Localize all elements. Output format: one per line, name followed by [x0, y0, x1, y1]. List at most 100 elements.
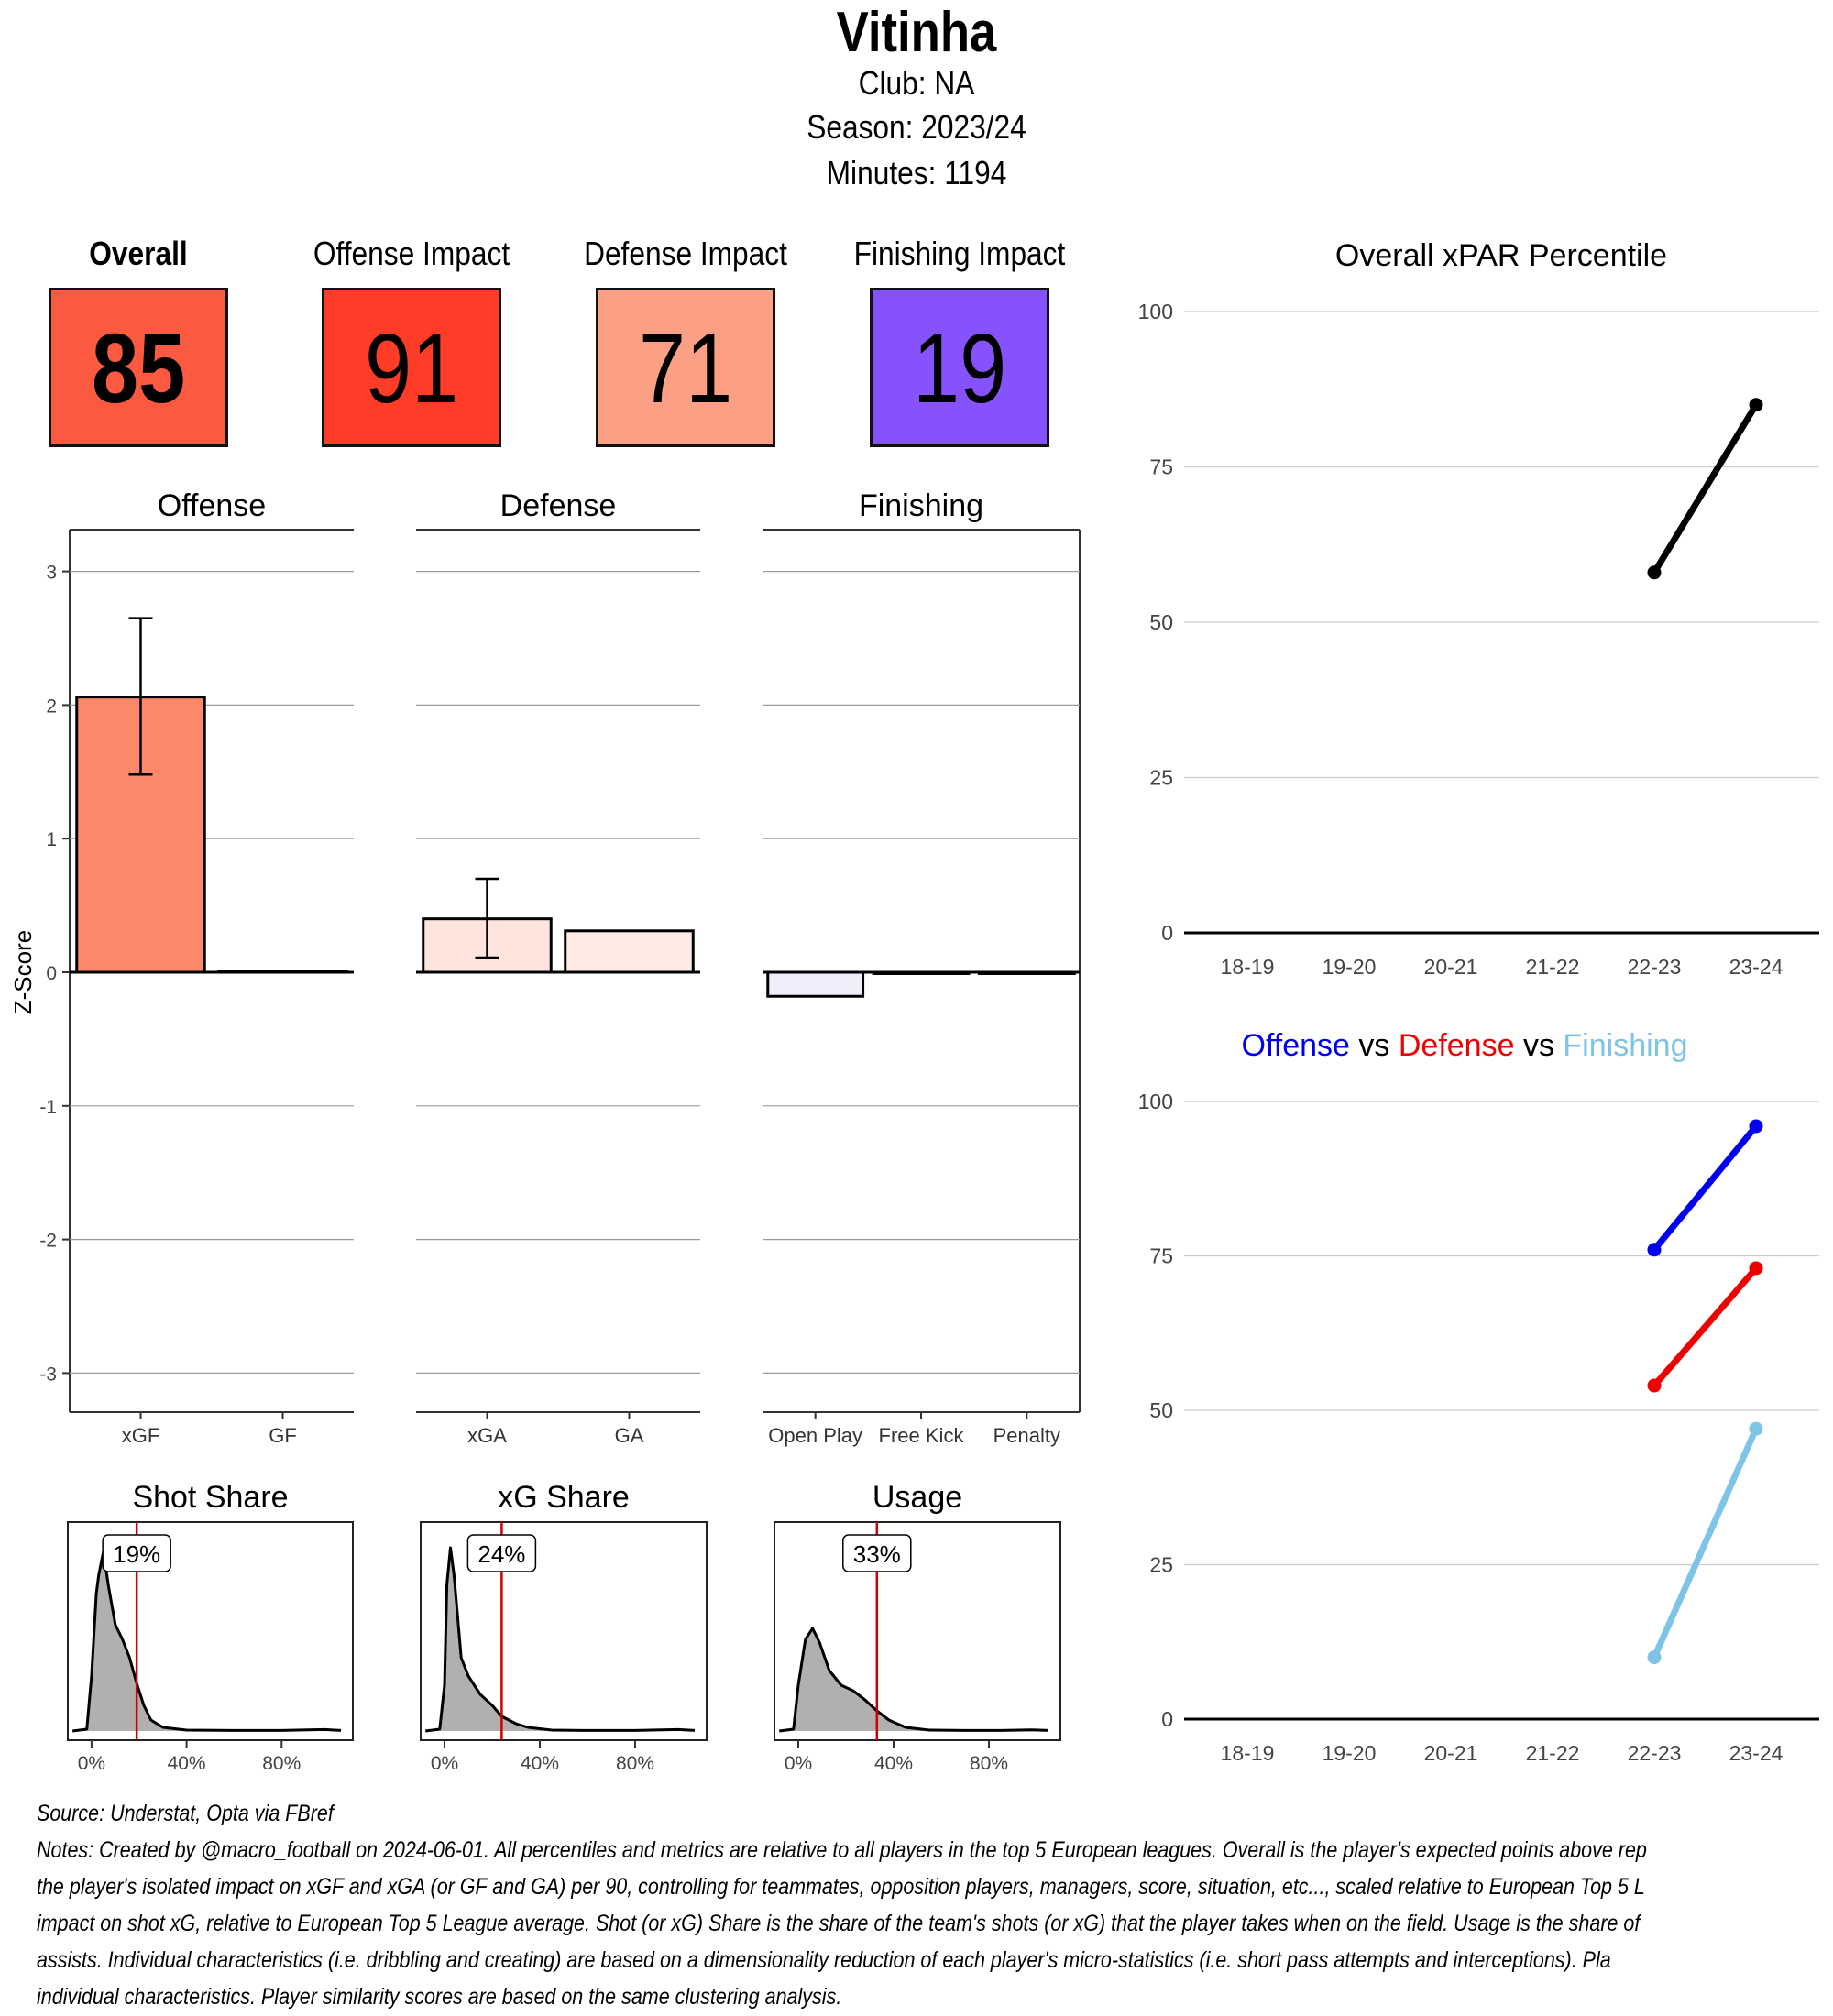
x-tick-label: 19-20: [1323, 1741, 1377, 1765]
score-card: 71: [596, 288, 775, 447]
card-value: 91: [364, 312, 459, 423]
x-tick-label: 21-22: [1526, 955, 1580, 979]
x-tick-label: GA: [615, 1424, 644, 1447]
x-tick-label: 23-24: [1729, 1741, 1784, 1765]
x-tick-label: 23-24: [1729, 955, 1784, 979]
x-tick-label: 40%: [521, 1753, 559, 1774]
series-line-offense: [1651, 1123, 1760, 1254]
y-tick-label: 100: [1138, 300, 1173, 323]
score-card: 85: [49, 288, 228, 447]
density-title: Usage: [873, 1480, 962, 1515]
density-frame: [774, 1521, 1061, 1741]
notes-line: Notes: Created by @macro_football on 202…: [37, 1837, 1647, 1863]
series-point-overall: [1647, 565, 1662, 580]
series-point-overall: [1749, 398, 1763, 412]
season-line: Season: 2023/24: [807, 108, 1026, 146]
notes-line: assists. Individual characteristics (i.e…: [37, 1947, 1611, 1973]
series-line-defense: [1651, 1265, 1760, 1389]
y-tick-label: -2: [39, 1231, 57, 1252]
y-tick-label: 75: [1149, 455, 1173, 479]
x-tick-label: 0%: [785, 1753, 812, 1774]
y-tick-label: 1: [46, 829, 57, 850]
title-part-vs: vs: [1350, 1028, 1389, 1063]
card-title: Offense Impact: [313, 235, 510, 272]
x-tick-label: 18-19: [1221, 1741, 1275, 1765]
marker-label: 19%: [113, 1540, 160, 1568]
density-title: Shot Share: [132, 1480, 288, 1515]
marker-label: 33%: [853, 1540, 901, 1568]
series-point-defense: [1647, 1378, 1662, 1393]
x-tick-label: 40%: [168, 1753, 206, 1774]
x-tick-label: Open Play: [768, 1424, 862, 1447]
y-tick-label: 100: [1138, 1090, 1173, 1113]
y-axis-label: Z-Score: [9, 930, 37, 1014]
x-tick-label: GF: [269, 1424, 297, 1447]
title-part-defense: Defense: [1389, 1028, 1514, 1063]
density-frame: [67, 1521, 354, 1741]
density-area: [72, 1551, 342, 1731]
marker-label: 24%: [477, 1540, 525, 1568]
x-tick-label: 19-20: [1323, 955, 1377, 979]
density-line: [71, 1550, 342, 1733]
card-title: Overall: [89, 235, 188, 272]
x-tick-label: 22-23: [1628, 955, 1682, 979]
score-card: 91: [322, 288, 501, 447]
x-tick-label: 20-21: [1424, 1741, 1478, 1765]
club-line: Club: NA: [858, 64, 975, 102]
x-tick-label: 0%: [78, 1753, 105, 1774]
panel-title: Finishing: [859, 488, 983, 523]
score-card: 19: [870, 288, 1049, 447]
x-tick-label: 22-23: [1628, 1741, 1682, 1765]
charts-canvas: Z-Score 3 2 1 0 -1 -2 -3 Offense xGF GF Defense xGA G…: [9, 238, 1819, 1774]
density-line: [779, 1627, 1049, 1733]
card-value: 19: [912, 312, 1007, 423]
density-line: [425, 1546, 696, 1733]
panel-title: Offense: [158, 488, 266, 523]
title-part-vs: vs: [1515, 1028, 1554, 1063]
x-tick-label: Penalty: [993, 1424, 1060, 1447]
notes-line: the player's isolated impact on xGF and …: [37, 1874, 1645, 1900]
marker-label-box: [466, 1534, 537, 1572]
marker-label-box: [102, 1534, 171, 1572]
line-chart-title: Offense vs Defense vs Finishing: [1242, 1028, 1688, 1063]
y-tick-label: 0: [1161, 1707, 1173, 1731]
y-tick-label: 3: [46, 563, 57, 584]
series-point-offense: [1749, 1119, 1763, 1134]
x-tick-label: 20-21: [1424, 955, 1478, 979]
series-line-overall: [1651, 401, 1760, 576]
series-point-finishing: [1749, 1421, 1763, 1436]
series-point-defense: [1749, 1261, 1763, 1276]
source-note: Source: Understat, Opta via FBref: [37, 1801, 334, 1826]
card-value: 71: [638, 312, 733, 423]
y-tick-label: 0: [46, 963, 57, 984]
y-tick-label: 0: [1161, 921, 1173, 945]
x-tick-label: 80%: [970, 1753, 1008, 1774]
y-tick-label: 2: [46, 696, 57, 717]
x-tick-label: Free Kick: [879, 1424, 965, 1447]
x-tick-label: 21-22: [1526, 1741, 1580, 1765]
card-value: 85: [91, 312, 186, 423]
y-tick-label: 25: [1149, 766, 1173, 790]
title-part-offense: Offense: [1242, 1028, 1350, 1063]
x-tick-label: 80%: [262, 1753, 301, 1774]
x-tick-label: 80%: [616, 1753, 654, 1774]
series-point-finishing: [1647, 1650, 1662, 1665]
bar-open-play: [766, 970, 865, 998]
x-tick-label: xGF: [122, 1424, 160, 1447]
x-tick-label: 0%: [431, 1753, 458, 1774]
y-tick-label: 50: [1149, 610, 1173, 634]
line-chart-title: Overall xPAR Percentile: [1335, 238, 1667, 273]
notes-line: impact on shot xG, relative to European …: [37, 1911, 1641, 1936]
x-tick-label: 40%: [874, 1753, 913, 1774]
title-part-finishing: Finishing: [1554, 1028, 1688, 1063]
bar-xgf: [75, 696, 206, 974]
card-title: Finishing Impact: [853, 235, 1066, 272]
series-line-finishing: [1651, 1425, 1760, 1661]
series-point-offense: [1647, 1243, 1662, 1257]
player-name: Vitinha: [836, 1, 997, 64]
bar-ga: [564, 929, 695, 974]
marker-label-box: [842, 1534, 912, 1572]
density-frame: [420, 1521, 708, 1741]
x-tick-label: 18-19: [1221, 955, 1275, 979]
minutes-line: Minutes: 1194: [826, 154, 1007, 192]
